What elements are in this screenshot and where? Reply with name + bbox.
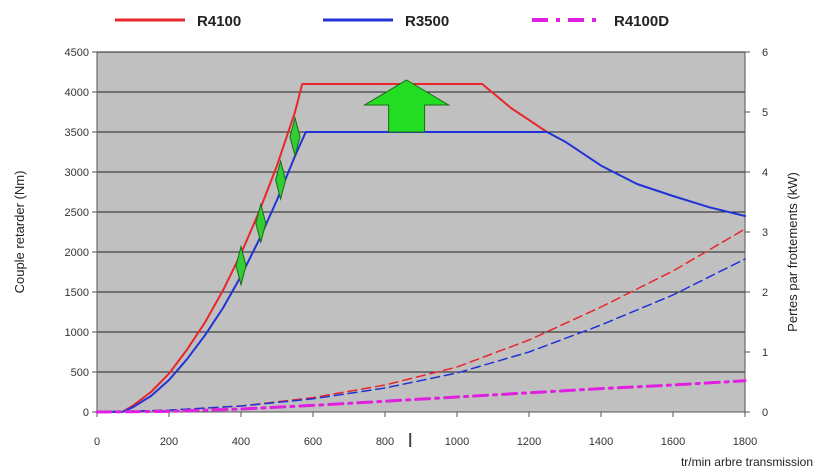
x-tick-label: 400 — [232, 436, 250, 448]
x-tick-label: 1600 — [661, 436, 685, 448]
x-tick-label: 1200 — [517, 436, 541, 448]
green-marker — [289, 115, 301, 158]
x-tick-label: 0 — [94, 436, 100, 448]
x-tick-label: 600 — [304, 436, 322, 448]
y-axis-title: Couple retarder (Nm) — [12, 171, 27, 294]
x-axis: 0 200 400 600 800 1000 1200 1400 1600 1800 — [94, 412, 757, 448]
legend-label: R4100 — [197, 13, 241, 30]
series-line-0 — [96, 83, 548, 413]
y2-tick-label: 1 — [762, 347, 768, 359]
y-tick-label: 4000 — [65, 87, 89, 99]
y-tick-label: 500 — [71, 367, 89, 379]
y-tick-label: 0 — [83, 407, 89, 419]
y2-tick-label: 0 — [762, 407, 768, 419]
series-line-2 — [96, 228, 746, 413]
y-tick-label: 1000 — [65, 327, 89, 339]
green-marker — [275, 159, 287, 201]
x-tick-label: 1400 — [589, 436, 613, 448]
y-tick-label: 2500 — [65, 207, 89, 219]
legend-label: R4100D — [614, 13, 669, 30]
y-tick-label: 2000 — [65, 247, 89, 259]
y-tick-label: 3000 — [65, 167, 89, 179]
x-tick-label: 1000 — [445, 436, 469, 448]
y-axis-right: 0 1 2 3 4 5 6 — [745, 47, 768, 419]
series-group — [95, 83, 747, 414]
series-line-4 — [95, 379, 747, 414]
markers-group — [235, 115, 301, 287]
y-tick-label: 3500 — [65, 127, 89, 139]
y2-tick-label: 4 — [762, 167, 768, 179]
y2-axis-title: Pertes par frottements (kW) — [785, 172, 800, 332]
x-tick-label: 1800 — [733, 436, 757, 448]
green-marker — [235, 244, 247, 287]
y-tick-label: 1500 — [65, 287, 89, 299]
y2-tick-label: 6 — [762, 47, 768, 59]
x-tick-label: 800 — [376, 436, 394, 448]
legend: R4100 R3500 R4100D — [115, 13, 669, 30]
up-arrow-shape — [362, 79, 451, 133]
increase-arrow — [362, 79, 451, 133]
x-tick-label: 200 — [160, 436, 178, 448]
grid — [96, 51, 746, 413]
y-axis-left: 0 500 1000 1500 2000 2500 3000 3500 4000 4500 — [65, 47, 97, 419]
y-tick-label: 4500 — [65, 47, 89, 59]
x-axis-title: tr/min arbre transmission — [681, 455, 813, 469]
series-line-1 — [96, 131, 746, 413]
series-line-3 — [96, 258, 746, 413]
legend-label: R3500 — [405, 13, 449, 30]
y2-tick-label: 2 — [762, 287, 768, 299]
y2-tick-label: 3 — [762, 227, 768, 239]
y2-tick-label: 5 — [762, 107, 768, 119]
green-marker — [255, 202, 267, 245]
